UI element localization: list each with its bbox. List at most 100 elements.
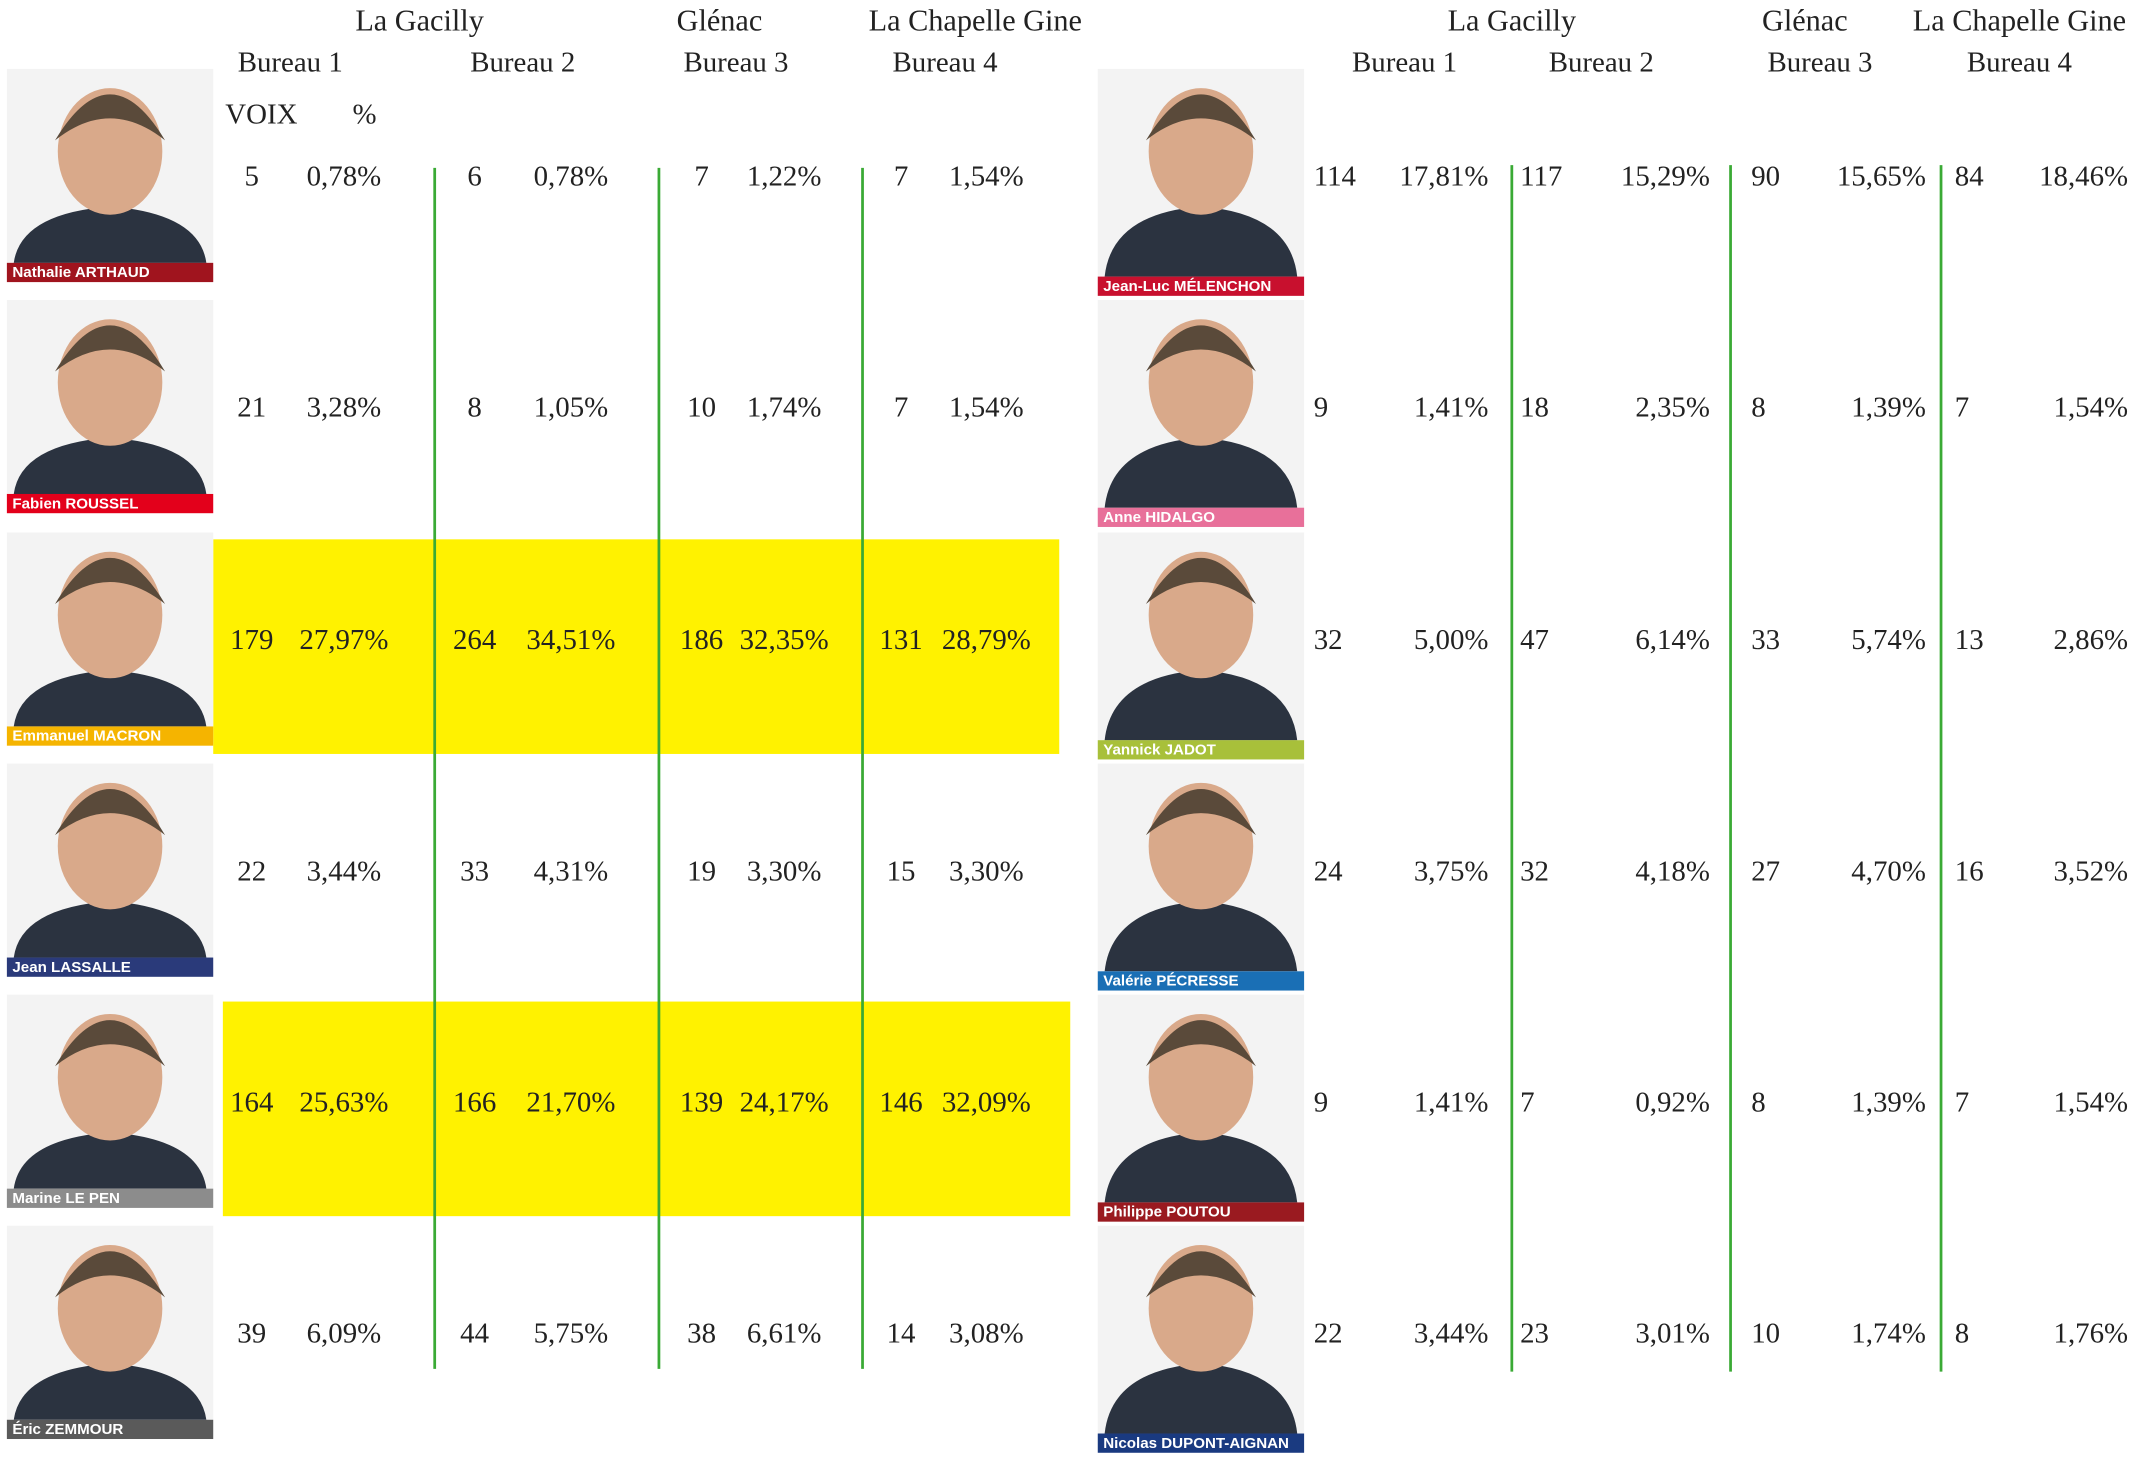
vote-count: 8 [1751, 392, 1765, 424]
candidate-photo [6, 994, 214, 1189]
photo-body [13, 670, 207, 727]
photo-hair [55, 325, 166, 372]
photo-hair [1145, 325, 1256, 372]
photo-hair [1145, 557, 1256, 605]
bureau-header: Bureau 2 [1549, 46, 1654, 78]
candidate-photo [1097, 1225, 1305, 1434]
photo-body [13, 1363, 207, 1420]
vote-percent: 0,78% [534, 161, 609, 193]
vote-count: 10 [1751, 1317, 1780, 1349]
vote-count: 9 [1314, 1086, 1328, 1118]
photo-hair [55, 1251, 166, 1298]
vote-count: 5 [245, 161, 259, 193]
photo-body [1104, 206, 1298, 277]
name-label-bg [6, 262, 214, 283]
candidate-name: Nicolas DUPONT-AIGNAN [1103, 1435, 1289, 1452]
vote-percent: 3,44% [1414, 1317, 1489, 1349]
vote-percent: 1,05% [534, 392, 609, 424]
candidate-name: Fabien ROUSSEL [12, 495, 138, 512]
name-label-bg [1097, 971, 1305, 991]
vote-percent: 0,78% [307, 161, 382, 193]
vote-count: 13 [1955, 624, 1984, 656]
vote-percent: 32,09% [942, 1086, 1031, 1118]
vote-count: 21 [237, 392, 266, 424]
candidate-name: Valérie PÉCRESSE [1103, 973, 1238, 990]
candidate-name: Philippe POUTOU [1103, 1204, 1230, 1221]
candidate-name: Jean LASSALLE [12, 959, 131, 976]
vote-count: 32 [1520, 855, 1549, 887]
vote-percent: 5,74% [1851, 624, 1926, 656]
vote-percent: 28,79% [942, 624, 1031, 656]
vote-percent: 3,08% [949, 1317, 1024, 1349]
vote-count: 24 [1314, 855, 1343, 887]
name-label-bg [6, 1188, 214, 1208]
candidate-photo [6, 68, 214, 263]
vote-percent: 5,00% [1414, 624, 1489, 656]
vote-percent: 2,35% [1635, 392, 1710, 424]
vote-count: 27 [1751, 855, 1780, 887]
vote-count: 15 [887, 855, 916, 887]
vote-percent: 24,17% [740, 1086, 829, 1118]
commune-header: Glénac [677, 3, 763, 37]
vote-count: 23 [1520, 1317, 1549, 1349]
column-header: VOIX [225, 99, 297, 131]
photo-hair [1145, 1020, 1256, 1067]
bureau-header: Bureau 2 [470, 46, 575, 78]
vote-count: 84 [1955, 161, 1984, 193]
vote-percent: 3,28% [307, 392, 382, 424]
photo-body [13, 901, 207, 958]
photo-hair [1145, 94, 1256, 141]
vote-count: 18 [1520, 392, 1549, 424]
vote-percent: 1,54% [949, 392, 1024, 424]
vote-count: 6 [467, 161, 481, 193]
vote-percent: 1,54% [2054, 392, 2129, 424]
name-label-bg [6, 1419, 214, 1440]
vote-count: 179 [230, 624, 273, 656]
vote-percent: 6,14% [1635, 624, 1710, 656]
commune-header: La Chapelle Gine [869, 3, 1082, 37]
bureau-header: Bureau 3 [1767, 46, 1872, 78]
vote-count: 114 [1314, 161, 1356, 193]
commune-header: Glénac [1762, 3, 1848, 37]
vote-count: 90 [1751, 161, 1780, 193]
name-label-bg [1097, 1433, 1305, 1453]
highlight-band [213, 539, 1060, 754]
vote-percent: 6,61% [747, 1317, 822, 1349]
vote-percent: 5,75% [534, 1317, 609, 1349]
candidate-name: Marine LE PEN [12, 1190, 120, 1207]
candidate-name: Éric ZEMMOUR [12, 1421, 123, 1438]
photo-body [1104, 437, 1298, 508]
name-label-bg [6, 957, 214, 977]
candidate-photo [1097, 994, 1305, 1203]
photo-body [1104, 901, 1298, 972]
name-label-bg [1097, 740, 1305, 760]
vote-count: 117 [1520, 161, 1562, 193]
vote-percent: 6,09% [307, 1317, 382, 1349]
vote-count: 7 [694, 161, 708, 193]
photo-body [1104, 670, 1298, 741]
photo-hair [55, 789, 166, 836]
vote-count: 7 [894, 161, 908, 193]
vote-percent: 1,76% [2054, 1317, 2129, 1349]
vote-percent: 4,31% [534, 855, 609, 887]
vote-count: 7 [1955, 392, 1969, 424]
candidate-photo [1097, 763, 1305, 972]
vote-count: 139 [680, 1086, 723, 1118]
photo-hair [1145, 1251, 1256, 1298]
vote-count: 9 [1314, 392, 1328, 424]
photo-body [1104, 1132, 1298, 1203]
vote-percent: 3,75% [1414, 855, 1489, 887]
photo-body [13, 206, 207, 263]
photo-hair [55, 1020, 166, 1067]
name-label-bg [1097, 276, 1305, 296]
vote-count: 22 [1314, 1317, 1343, 1349]
name-label-bg [1097, 507, 1305, 527]
vote-percent: 3,52% [2054, 855, 2129, 887]
vote-percent: 1,22% [747, 161, 822, 193]
vote-count: 38 [687, 1317, 716, 1349]
vote-percent: 3,44% [307, 855, 382, 887]
vote-percent: 3,01% [1635, 1317, 1710, 1349]
candidate-photo [1097, 299, 1305, 508]
vote-percent: 1,41% [1414, 1086, 1489, 1118]
